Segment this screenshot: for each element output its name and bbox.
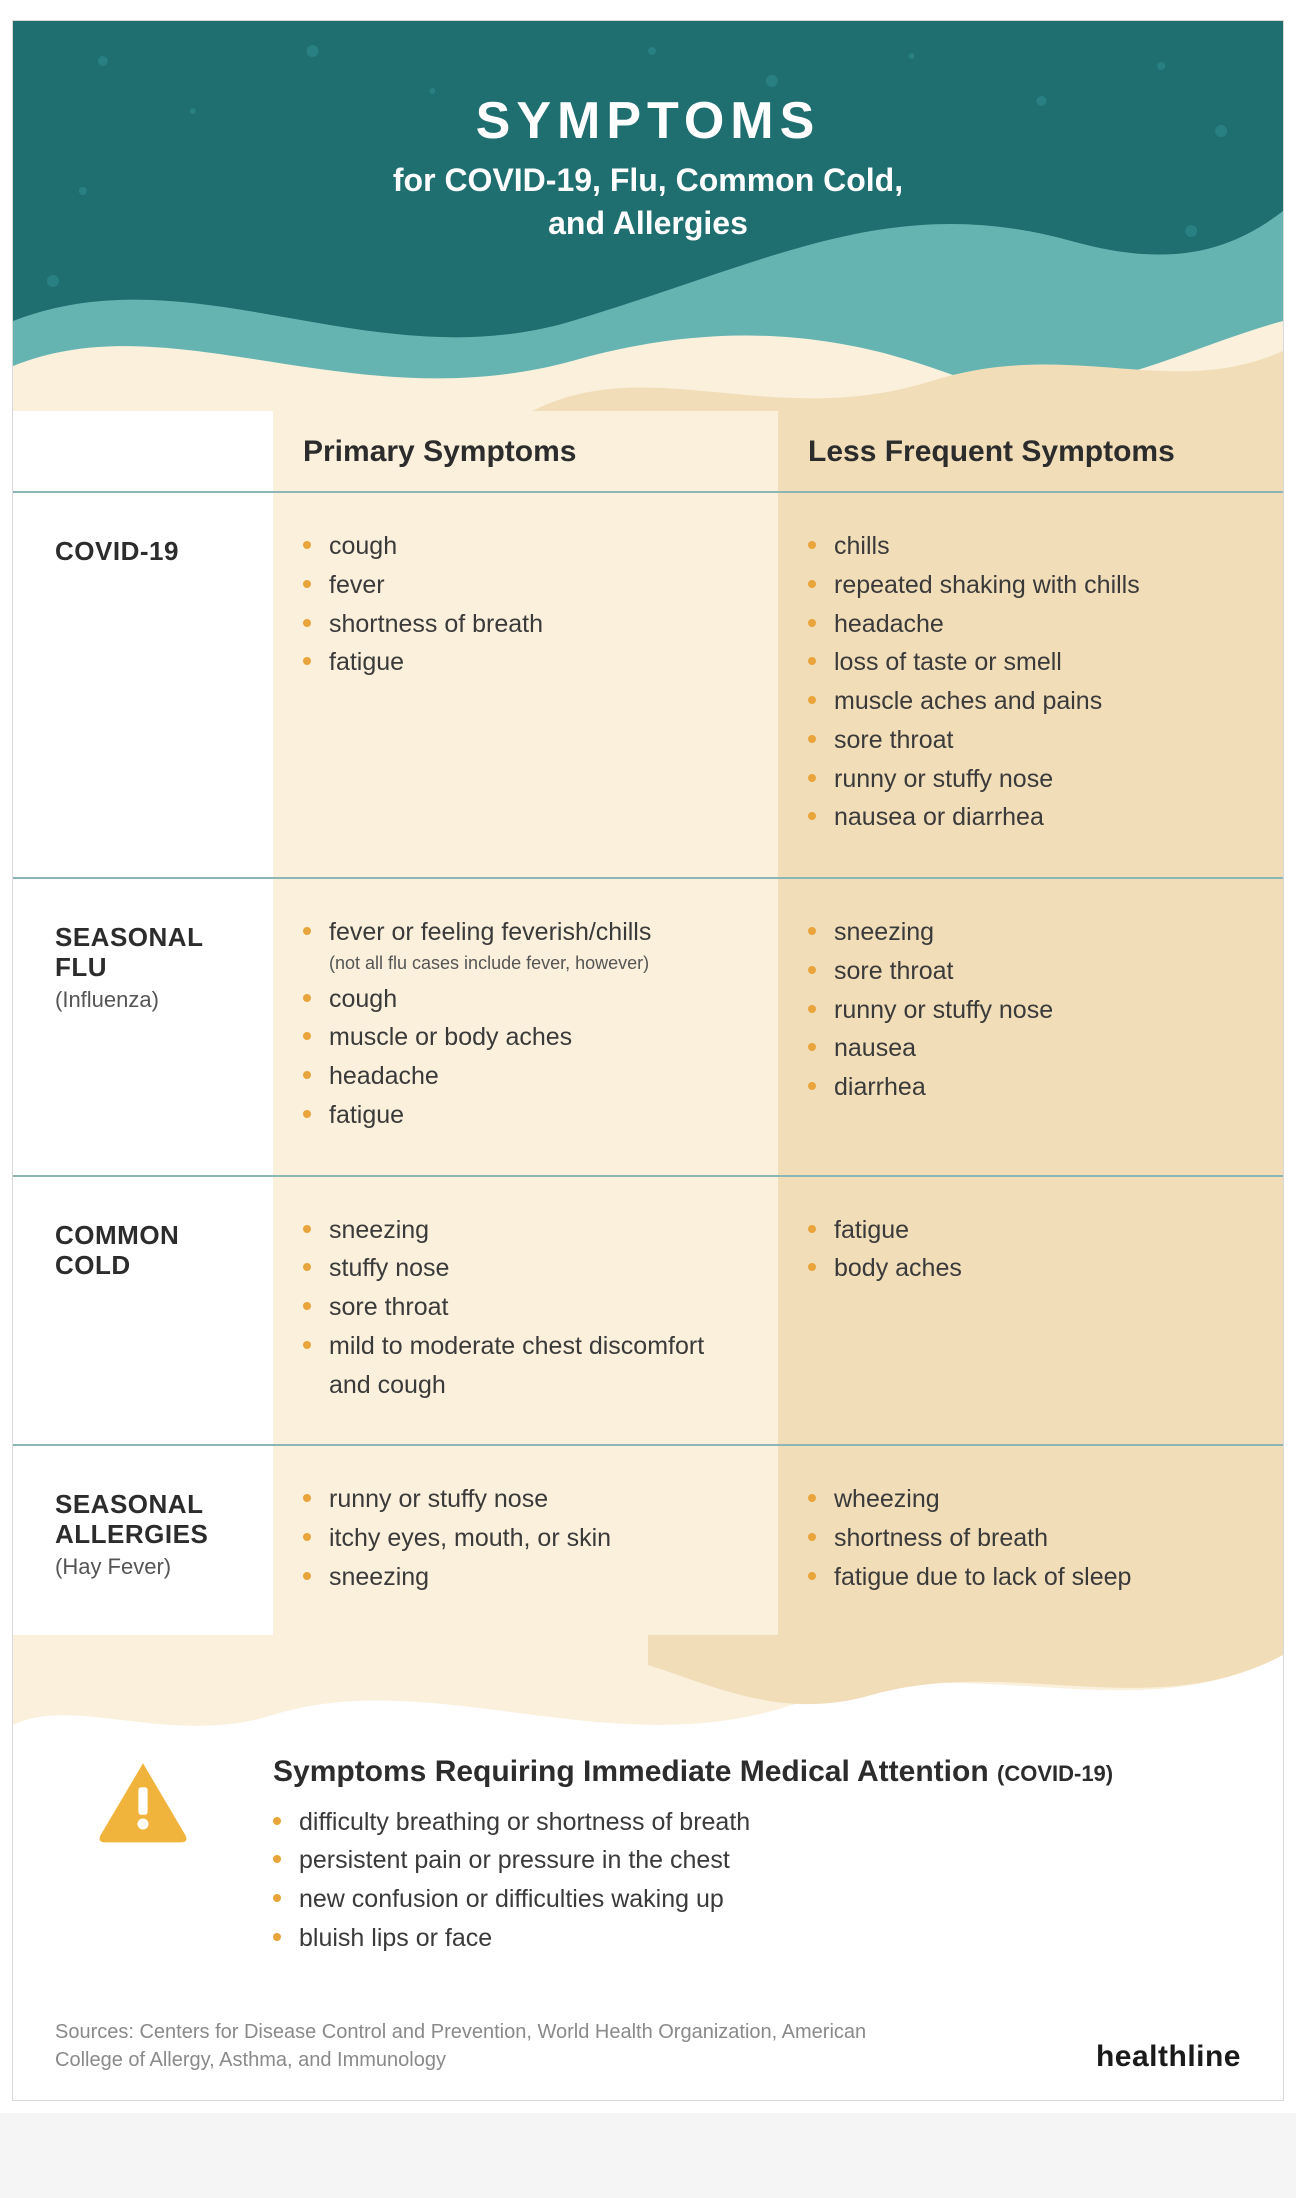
table-row-allergies: SEASONAL ALLERGIES (Hay Fever) runny or st…: [13, 1446, 1283, 1636]
row-divider: [13, 1444, 1283, 1446]
sources-text: Sources: Centers for Disease Control and…: [55, 2018, 875, 2074]
list-item: stuffy nose: [303, 1249, 748, 1288]
row-divider: [13, 877, 1283, 879]
row-label: COVID-19: [13, 493, 273, 877]
primary-list: fever or feeling feverish/chills(not all…: [303, 913, 748, 1135]
bottom-wave: [13, 1635, 1283, 1755]
list-item: runny or stuffy nose: [808, 991, 1253, 1030]
list-item: persistent pain or pressure in the chest: [273, 1841, 1283, 1880]
brand-logo: healthline: [1096, 2040, 1241, 2074]
list-item: fever or feeling feverish/chills(not all…: [303, 913, 748, 978]
list-item: sore throat: [303, 1288, 748, 1327]
list-item: body aches: [808, 1249, 1253, 1288]
footer: Sources: Centers for Disease Control and…: [13, 1968, 1283, 2100]
table-header-row: Primary Symptoms Less Frequent Symptoms: [13, 411, 1283, 491]
hero-subtitle-line2: and Allergies: [548, 205, 748, 241]
list-item: runny or stuffy nose: [808, 760, 1253, 799]
list-item: bluish lips or face: [273, 1919, 1283, 1958]
list-item: cough: [303, 527, 748, 566]
list-item: cough: [303, 980, 748, 1019]
list-item: loss of taste or smell: [808, 643, 1253, 682]
table-row-cold: COMMON COLD sneezingstuffy nosesore throa…: [13, 1177, 1283, 1445]
list-item: repeated shaking with chills: [808, 566, 1253, 605]
list-item: runny or stuffy nose: [303, 1480, 748, 1519]
less-cell: wheezingshortness of breathfatigue due t…: [778, 1446, 1283, 1636]
emergency-list: difficulty breathing or shortness of bre…: [273, 1803, 1283, 1958]
list-item: muscle aches and pains: [808, 682, 1253, 721]
primary-cell: fever or feeling feverish/chills(not all…: [273, 879, 778, 1175]
warning-icon-wrap: [13, 1755, 273, 1958]
list-item: shortness of breath: [303, 605, 748, 644]
warning-icon: [97, 1761, 189, 1841]
list-item: wheezing: [808, 1480, 1253, 1519]
list-item: chills: [808, 527, 1253, 566]
row-label-main: SEASONAL ALLERGIES: [55, 1490, 243, 1550]
list-item: mild to moderate chest discomfort and co…: [303, 1327, 748, 1405]
list-item: sneezing: [303, 1211, 748, 1250]
emergency-heading: Symptoms Requiring Immediate Medical Att…: [273, 1755, 1283, 1789]
less-cell: chillsrepeated shaking with chillsheadac…: [778, 493, 1283, 877]
row-label-main: SEASONAL FLU: [55, 923, 243, 983]
row-divider: [13, 491, 1283, 493]
hero-subtitle: for COVID-19, Flu, Common Cold, and Alle…: [13, 159, 1283, 245]
less-list: sneezingsore throatrunny or stuffy nosen…: [808, 913, 1253, 1107]
list-item: diarrhea: [808, 1068, 1253, 1107]
list-item: sneezing: [808, 913, 1253, 952]
emergency-block: Symptoms Requiring Immediate Medical Att…: [13, 1755, 1283, 1968]
primary-list: coughfevershortness of breathfatigue: [303, 527, 748, 682]
list-item: sore throat: [808, 952, 1253, 991]
less-list: fatiguebody aches: [808, 1211, 1253, 1289]
list-item: fatigue: [808, 1211, 1253, 1250]
hero-subtitle-line1: for COVID-19, Flu, Common Cold,: [393, 162, 903, 198]
list-item: nausea or diarrhea: [808, 798, 1253, 837]
row-label-main: COMMON COLD: [55, 1221, 243, 1281]
row-label-sub: (Influenza): [55, 987, 243, 1013]
col-head-primary: Primary Symptoms: [273, 411, 778, 491]
infographic-card: SYMPTOMS for COVID-19, Flu, Common Cold,…: [12, 20, 1284, 2101]
list-item: muscle or body aches: [303, 1018, 748, 1057]
symptom-table: Primary Symptoms Less Frequent Symptoms …: [13, 411, 1283, 1637]
hero-title: SYMPTOMS: [13, 91, 1283, 151]
list-item: fatigue: [303, 643, 748, 682]
list-item: sneezing: [303, 1558, 748, 1597]
primary-list: runny or stuffy noseitchy eyes, mouth, o…: [303, 1480, 748, 1596]
row-label: COMMON COLD: [13, 1177, 273, 1445]
list-item: fatigue due to lack of sleep: [808, 1558, 1253, 1597]
list-item: sore throat: [808, 721, 1253, 760]
primary-cell: sneezingstuffy nosesore throatmild to mo…: [273, 1177, 778, 1445]
header-spacer: [13, 411, 273, 491]
less-cell: fatiguebody aches: [778, 1177, 1283, 1445]
row-label-main: COVID-19: [55, 537, 243, 567]
table-row-flu: SEASONAL FLU (Influenza) fever or feeling …: [13, 879, 1283, 1175]
page: SYMPTOMS for COVID-19, Flu, Common Cold,…: [0, 0, 1296, 2113]
hero-text: SYMPTOMS for COVID-19, Flu, Common Cold,…: [13, 21, 1283, 411]
less-list: wheezingshortness of breathfatigue due t…: [808, 1480, 1253, 1596]
less-cell: sneezingsore throatrunny or stuffy nosen…: [778, 879, 1283, 1175]
list-item: fatigue: [303, 1096, 748, 1135]
col-head-less: Less Frequent Symptoms: [778, 411, 1283, 491]
hero: SYMPTOMS for COVID-19, Flu, Common Cold,…: [13, 21, 1283, 411]
primary-cell: runny or stuffy noseitchy eyes, mouth, o…: [273, 1446, 778, 1636]
table-row-covid19: COVID-19 coughfevershortness of breathfat…: [13, 493, 1283, 877]
list-item: fever: [303, 566, 748, 605]
row-label: SEASONAL ALLERGIES (Hay Fever): [13, 1446, 273, 1636]
primary-list: sneezingstuffy nosesore throatmild to mo…: [303, 1211, 748, 1405]
row-label: SEASONAL FLU (Influenza): [13, 879, 273, 1175]
list-item: itchy eyes, mouth, or skin: [303, 1519, 748, 1558]
row-divider: [13, 1175, 1283, 1177]
list-item: nausea: [808, 1029, 1253, 1068]
list-item: new confusion or difficulties waking up: [273, 1880, 1283, 1919]
list-item: difficulty breathing or shortness of bre…: [273, 1803, 1283, 1842]
row-label-sub: (Hay Fever): [55, 1554, 243, 1580]
list-item: shortness of breath: [808, 1519, 1253, 1558]
less-list: chillsrepeated shaking with chillsheadac…: [808, 527, 1253, 837]
list-item-note: (not all flu cases include fever, howeve…: [329, 950, 748, 978]
list-item: headache: [808, 605, 1253, 644]
emergency-content: Symptoms Requiring Immediate Medical Att…: [273, 1755, 1283, 1958]
primary-cell: coughfevershortness of breathfatigue: [273, 493, 778, 877]
list-item: headache: [303, 1057, 748, 1096]
